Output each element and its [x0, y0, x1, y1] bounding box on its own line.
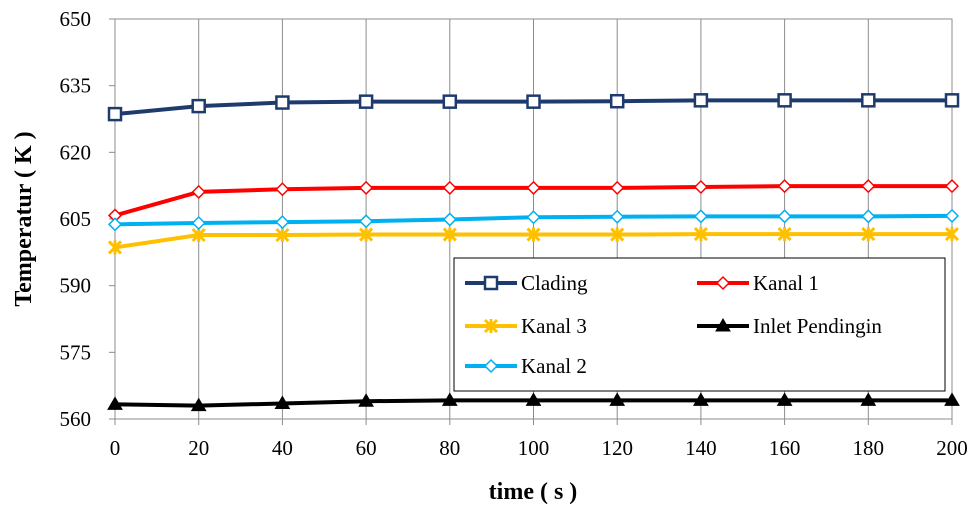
data-point	[777, 179, 792, 194]
legend-label: Kanal 2	[521, 354, 587, 378]
x-tick-label: 80	[439, 436, 460, 460]
legend-label: Clading	[521, 271, 588, 295]
data-point	[442, 227, 457, 242]
data-point	[693, 93, 709, 108]
y-tick-label: 605	[60, 207, 92, 231]
series-kanal-2	[107, 208, 960, 232]
y-tick-label: 560	[60, 407, 92, 431]
data-point	[944, 392, 960, 406]
data-point	[777, 209, 792, 224]
series-inlet-pendingin	[107, 392, 960, 412]
data-point	[610, 227, 625, 242]
data-point	[107, 217, 123, 232]
data-point	[861, 93, 876, 108]
data-point	[107, 106, 123, 122]
x-tick-label: 40	[272, 436, 293, 460]
data-point	[861, 179, 876, 194]
x-tick-label: 140	[685, 436, 717, 460]
legend-item: Clading	[465, 271, 588, 295]
series-kanal-1	[107, 179, 960, 223]
data-point	[274, 395, 291, 409]
data-point	[191, 227, 206, 243]
data-point	[609, 93, 625, 109]
axis-ticks: 0 20 40 60 80 100 120 140 160 180 200 560 575 590 605 6…	[60, 7, 968, 460]
x-tick-label: 100	[518, 436, 550, 460]
data-point	[275, 182, 290, 197]
data-point	[191, 98, 206, 114]
data-point	[776, 392, 793, 406]
x-tick-label: 120	[601, 436, 633, 460]
x-tick-label: 20	[188, 436, 209, 460]
legend-marker	[483, 358, 499, 374]
data-point	[358, 94, 374, 109]
data-point	[693, 227, 708, 242]
data-point	[777, 227, 792, 242]
data-point	[693, 209, 708, 224]
data-point	[609, 392, 626, 406]
y-tick-label: 620	[60, 140, 92, 164]
data-point	[359, 180, 374, 195]
data-point	[359, 227, 374, 242]
legend-marker	[483, 275, 499, 291]
y-tick-label: 575	[60, 340, 92, 364]
legend-label: Kanal 1	[753, 271, 819, 295]
data-point	[944, 93, 960, 108]
y-tick-label: 590	[60, 274, 92, 298]
legend-marker	[715, 275, 731, 291]
data-point	[861, 227, 876, 242]
legend: Clading Kanal 1 Kanal 3 Inlet Pendingin Kana…	[453, 257, 946, 392]
y-tick-label: 650	[60, 7, 92, 31]
data-point	[525, 392, 542, 406]
legend-item: Kanal 3	[465, 314, 587, 338]
data-point	[442, 180, 457, 195]
data-point	[944, 179, 960, 194]
legend-marker	[483, 318, 499, 334]
series-kanal-3	[107, 227, 960, 255]
data-point	[693, 179, 708, 195]
data-point	[526, 180, 541, 195]
legend-items: Clading Kanal 1 Kanal 3 Inlet Pendingin Kana…	[465, 271, 882, 378]
data-point	[610, 180, 625, 195]
series-clading	[107, 93, 960, 122]
x-tick-label: 0	[110, 436, 121, 460]
data-point	[191, 215, 206, 231]
data-point	[526, 210, 541, 225]
legend-item: Kanal 1	[697, 271, 819, 295]
data-point	[526, 227, 541, 242]
legend-item: Kanal 2	[465, 354, 587, 378]
x-tick-label: 180	[853, 436, 885, 460]
data-point	[861, 209, 876, 224]
x-axis-title: time ( s )	[489, 479, 578, 505]
data-point	[442, 212, 457, 227]
data-point	[777, 93, 792, 108]
data-point	[191, 184, 206, 199]
legend-label: Inlet Pendingin	[753, 314, 882, 338]
data-point	[441, 392, 458, 406]
series-group	[107, 93, 960, 412]
data-point	[693, 392, 709, 406]
x-tick-label: 60	[356, 436, 377, 460]
data-point	[944, 208, 960, 223]
data-point	[275, 95, 290, 110]
data-point	[860, 392, 877, 406]
legend-marker	[715, 318, 731, 332]
data-point	[944, 227, 960, 242]
data-point	[275, 227, 290, 243]
data-point	[359, 214, 374, 229]
legend-item: Inlet Pendingin	[697, 314, 882, 338]
data-point	[610, 209, 625, 224]
x-tick-label: 160	[769, 436, 801, 460]
legend-label: Kanal 3	[521, 314, 587, 338]
data-point	[358, 393, 374, 407]
data-point	[107, 396, 123, 410]
x-tick-label: 200	[936, 436, 968, 460]
data-point	[190, 397, 207, 412]
data-point	[107, 240, 123, 255]
data-point	[275, 215, 290, 230]
data-point	[526, 94, 541, 109]
y-axis-title: Temperatur ( K )	[11, 131, 37, 306]
data-point	[442, 94, 458, 109]
y-tick-label: 635	[60, 74, 92, 98]
